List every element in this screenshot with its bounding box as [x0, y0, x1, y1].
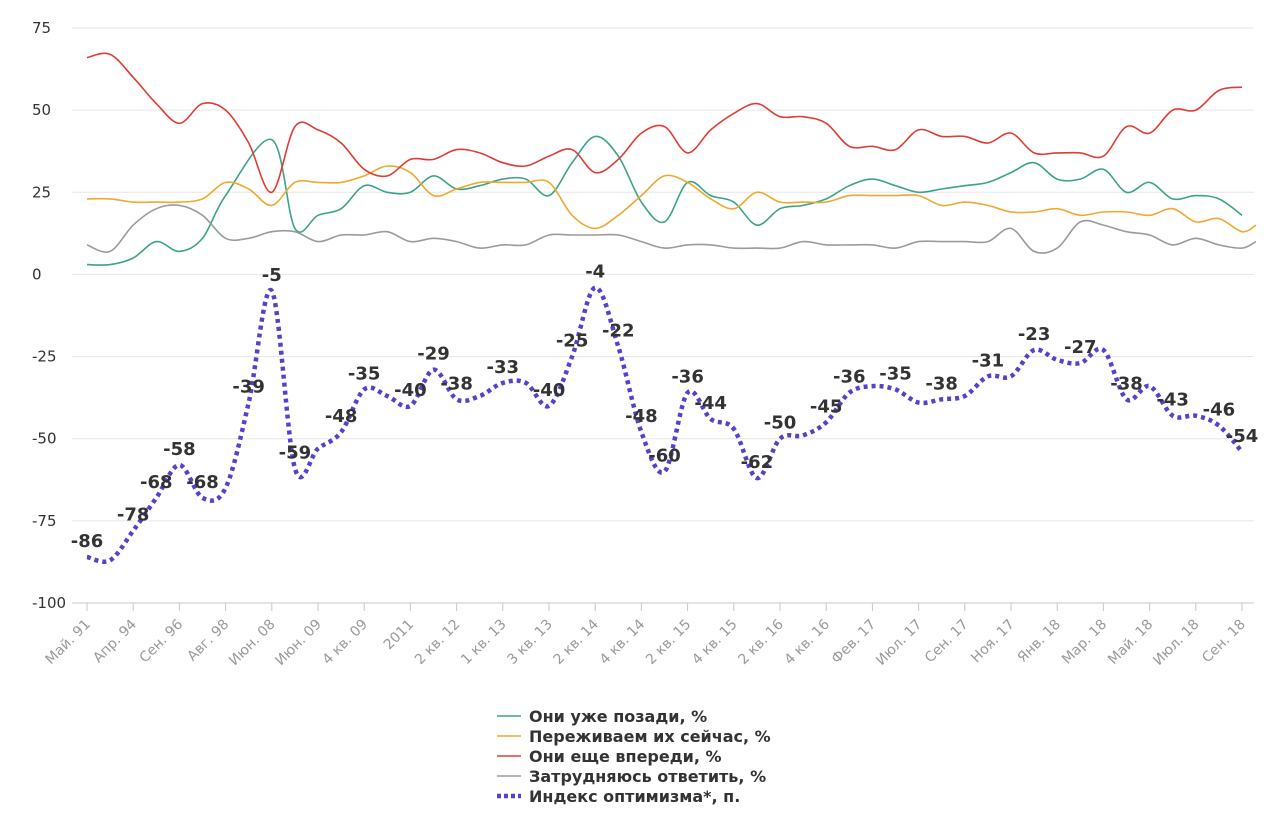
x-tick-label: 2 кв. 15 — [643, 617, 694, 668]
data-label: -62 — [741, 452, 774, 473]
data-label: -86 — [71, 531, 104, 552]
legend-label: Они уже позади, % — [529, 707, 707, 726]
y-tick-label: 50 — [32, 101, 51, 119]
data-label: -25 — [556, 331, 589, 352]
y-tick-label: -50 — [32, 430, 57, 448]
x-tick-label: Май. 18 — [1105, 617, 1156, 668]
legend-label: Переживаем их сейчас, % — [529, 727, 771, 746]
x-tick-label: Фев. 17 — [829, 617, 880, 668]
y-tick-label: -100 — [32, 594, 66, 612]
y-tick-label: -25 — [32, 348, 57, 366]
data-label: -68 — [186, 472, 219, 493]
data-label: -39 — [232, 377, 265, 398]
data-label: -40 — [533, 380, 566, 401]
series-line-5 — [86, 285, 1244, 564]
series-line-4 — [86, 204, 1257, 254]
data-label: -4 — [585, 262, 605, 283]
data-label: -29 — [417, 344, 450, 365]
data-label: -35 — [348, 363, 381, 384]
series-line-2 — [86, 165, 1257, 233]
data-label: -31 — [972, 350, 1005, 371]
data-label: -45 — [810, 396, 843, 417]
gridlines — [72, 27, 1254, 604]
x-tick-label: 3 кв. 13 — [504, 617, 555, 668]
y-tick-label: 25 — [32, 183, 51, 201]
legend-label: Они еще впереди, % — [529, 747, 722, 766]
legend-label: Индекс оптимизма*, п. — [529, 787, 740, 806]
legend-label: Затрудняюсь ответить, % — [529, 767, 766, 786]
data-label: -44 — [694, 393, 727, 414]
y-tick-label: 75 — [32, 19, 51, 37]
data-label: -38 — [440, 373, 473, 394]
data-label: -68 — [140, 472, 173, 493]
series-line-1 — [86, 135, 1243, 266]
x-tick-label: 2 кв. 16 — [735, 616, 787, 668]
x-tick-label: Сен. 17 — [922, 617, 972, 667]
data-label: -40 — [394, 380, 427, 401]
data-label: -36 — [671, 367, 704, 388]
x-tick-label: Сен. 96 — [137, 616, 187, 666]
data-label: -43 — [1156, 390, 1189, 411]
x-tick-label: 4 кв. 14 — [597, 616, 649, 668]
x-tick-label: 4 кв. 16 — [782, 616, 834, 668]
x-tick-label: Июл. 17 — [873, 617, 925, 669]
x-tick-label: Янв. 18 — [1015, 617, 1064, 666]
data-label: -35 — [879, 363, 912, 384]
series-line-3 — [86, 52, 1243, 194]
x-tick-label: Сен. 18 — [1199, 617, 1249, 667]
data-label: -22 — [602, 321, 635, 342]
data-label: -50 — [764, 413, 797, 434]
data-label: -78 — [117, 505, 150, 526]
data-label: -54 — [1226, 426, 1259, 447]
x-tick-label: 1 кв. 13 — [458, 617, 509, 668]
data-label: -38 — [925, 373, 958, 394]
x-tick-label: 4 кв. 15 — [689, 617, 740, 668]
data-label: -38 — [1110, 373, 1143, 394]
data-label: -48 — [625, 406, 658, 427]
data-label: -27 — [1064, 337, 1097, 358]
y-axis: 75 50 25 0 -25 -50 -75 -100 — [32, 19, 66, 612]
data-label: -48 — [325, 406, 358, 427]
data-label: -60 — [648, 446, 681, 467]
data-labels: -86 -78 -68 -58 -68 -39 -5 -59 -48 -35 -40 -29 -38 -3… — [71, 262, 1259, 552]
x-tick-label: Мар. 18 — [1059, 617, 1110, 668]
data-label: -23 — [1018, 324, 1051, 345]
x-tick-label: Май. 91 — [43, 617, 94, 668]
data-label: -58 — [163, 439, 196, 460]
data-label: -33 — [487, 357, 520, 378]
x-tick-label: Июн. 09 — [272, 617, 324, 669]
x-tick-label: 4 кв. 09 — [320, 617, 371, 668]
x-tick-label: Апр. 94 — [90, 616, 140, 666]
x-tick-label: 2 кв. 12 — [412, 617, 463, 668]
x-tick-label: Ноя. 17 — [968, 617, 1018, 667]
data-label: -5 — [262, 265, 282, 286]
data-label: -59 — [279, 442, 312, 463]
x-tick-label: Июн. 08 — [226, 617, 278, 669]
legend: Они уже позади, %Переживаем их сейчас, %… — [497, 707, 771, 806]
x-tick-label: Июл. 18 — [1150, 617, 1202, 669]
data-label: -46 — [1203, 400, 1236, 421]
series-lines — [86, 52, 1257, 564]
y-tick-label: -75 — [32, 512, 57, 530]
y-tick-label: 0 — [32, 265, 42, 283]
data-label: -36 — [833, 367, 866, 388]
x-tick-label: 2011 — [381, 617, 418, 654]
x-tick-label: 2 кв. 14 — [551, 616, 603, 668]
